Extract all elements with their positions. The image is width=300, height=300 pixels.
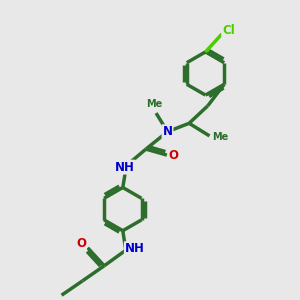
Text: Cl: Cl — [222, 24, 235, 37]
Text: O: O — [169, 148, 178, 162]
Text: Me: Me — [212, 132, 228, 142]
Text: N: N — [163, 125, 172, 138]
Text: O: O — [76, 237, 86, 250]
Text: NH: NH — [125, 242, 145, 255]
Text: NH: NH — [115, 160, 135, 174]
Text: Me: Me — [146, 99, 163, 109]
